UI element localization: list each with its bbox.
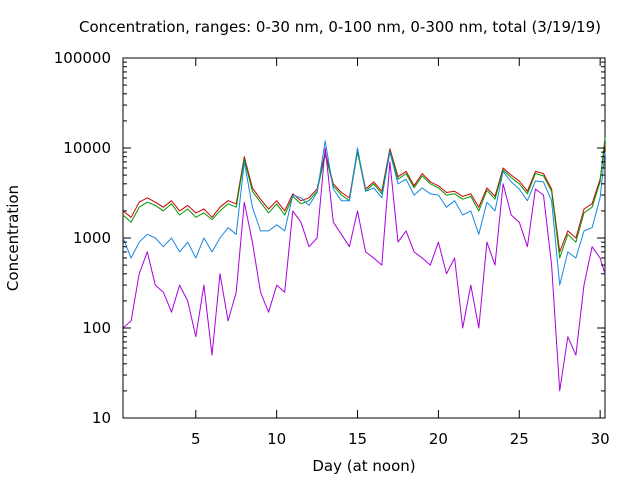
y-tick-label: 100000	[54, 49, 111, 67]
y-tick-label: 10	[92, 409, 111, 427]
x-tick-label: 15	[348, 430, 367, 448]
y-tick-label: 10000	[63, 139, 111, 157]
series-line-1	[122, 144, 606, 253]
x-tick-label: 20	[429, 430, 448, 448]
x-axis-title: Day (at noon)	[312, 457, 415, 475]
series-line-2	[122, 137, 606, 259]
y-axis-title: Concentration	[4, 185, 22, 291]
plot-area	[122, 57, 606, 419]
series-line-3	[122, 140, 606, 286]
series-line-4	[122, 147, 606, 392]
x-tick-label: 5	[191, 430, 201, 448]
x-tick-label: 10	[267, 430, 286, 448]
y-tick-label: 1000	[73, 229, 111, 247]
y-axis: 10 100 1000 10000 100000	[54, 49, 605, 427]
series-layer	[122, 137, 606, 392]
plot-frame	[122, 57, 606, 419]
x-tick-label: 25	[510, 430, 529, 448]
x-tick-label: 30	[591, 430, 610, 448]
x-axis: 5 10 15 20 25 30	[191, 58, 610, 448]
chart-title: Concentration, ranges: 0-30 nm, 0-100 nm…	[79, 18, 601, 36]
y-tick-label: 100	[82, 319, 111, 337]
